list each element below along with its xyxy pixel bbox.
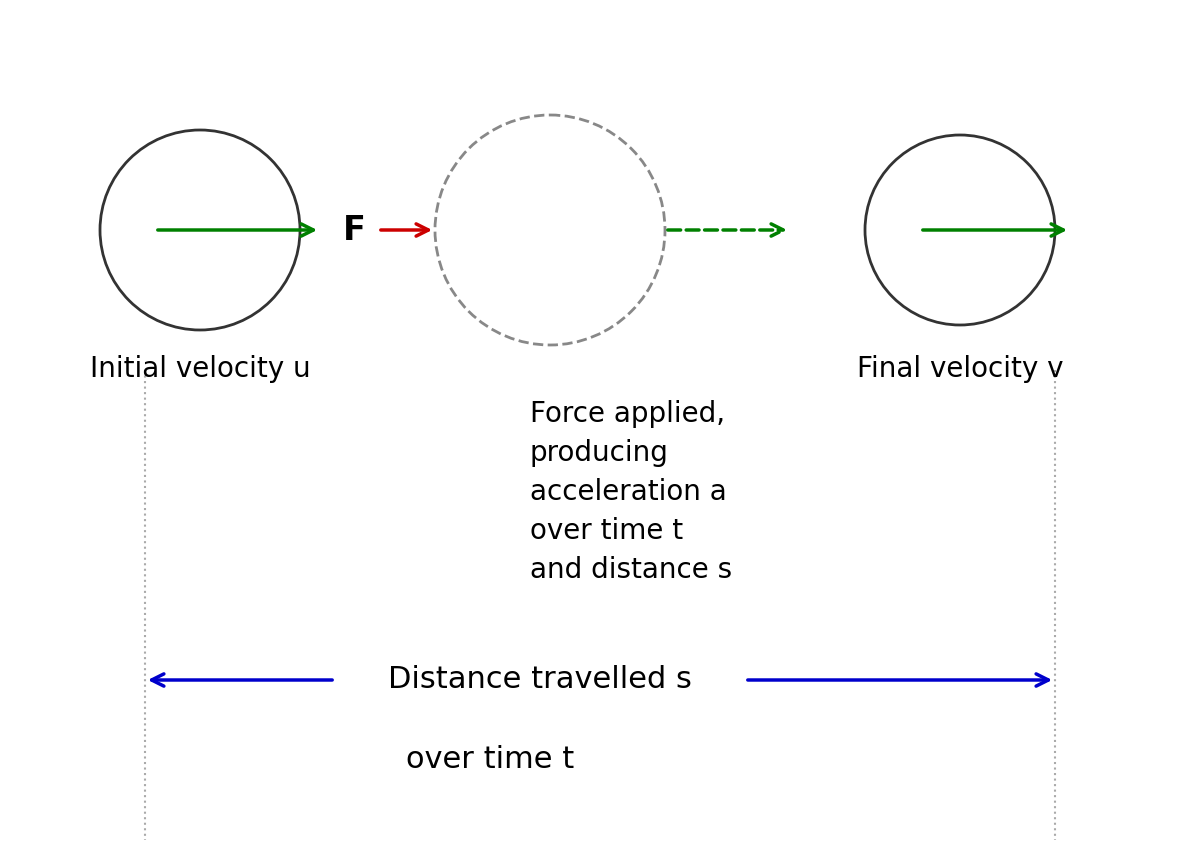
Text: Distance travelled s: Distance travelled s — [388, 666, 692, 694]
Text: over time t: over time t — [406, 746, 574, 774]
Text: Initial velocity u: Initial velocity u — [90, 355, 311, 383]
Text: Force applied,
producing
acceleration a
over time t
and distance s: Force applied, producing acceleration a … — [530, 400, 732, 584]
Text: Final velocity v: Final velocity v — [857, 355, 1063, 383]
Text: F: F — [343, 214, 366, 247]
